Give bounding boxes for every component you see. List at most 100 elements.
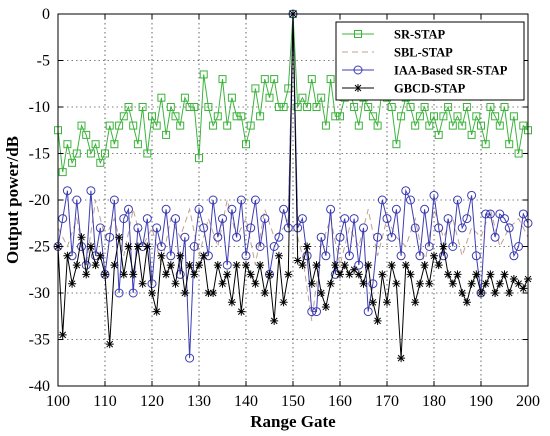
data-point: [430, 251, 438, 260]
data-point: [152, 223, 162, 233]
x-tick-label: 120: [140, 393, 164, 410]
data-point: [251, 84, 260, 93]
legend: SR-STAP SBL-STAP IAA-Based SR-STAP GBCD-STA…: [335, 21, 525, 101]
data-point: [364, 103, 373, 111]
data-point: [284, 270, 293, 279]
data-point: [307, 307, 317, 317]
data-point: [190, 270, 199, 279]
data-point: [500, 214, 509, 224]
legend-marker: [354, 84, 362, 92]
data-point: [391, 204, 401, 214]
data-point: [133, 223, 143, 233]
data-point: [383, 298, 391, 307]
data-point: [481, 209, 491, 219]
data-point: [519, 284, 528, 293]
data-point: [444, 103, 453, 111]
data-point: [397, 354, 406, 363]
data-point: [368, 298, 377, 307]
data-point: [486, 270, 495, 279]
legend-label: GBCD-STAP: [394, 82, 466, 96]
data-point: [293, 103, 302, 111]
data-point: [105, 232, 115, 242]
data-point: [434, 261, 443, 270]
legend-entry: SBL-STAP: [342, 46, 453, 60]
data-point: [420, 103, 429, 111]
data-point: [298, 261, 307, 270]
data-point: [119, 214, 129, 224]
data-point: [509, 112, 518, 121]
data-point: [495, 279, 504, 288]
data-point: [72, 195, 82, 205]
x-tick-label: 100: [46, 393, 70, 410]
x-tick-label: 140: [234, 393, 258, 410]
y-tick-label: -5: [37, 53, 50, 70]
data-point: [114, 288, 124, 298]
x-tick-label: 130: [187, 393, 211, 410]
data-point: [335, 232, 345, 242]
x-tick-label: 190: [469, 393, 493, 410]
grid: [57, 13, 529, 387]
data-point: [429, 190, 439, 200]
data-point: [157, 93, 166, 102]
data-point: [345, 270, 354, 279]
data-point: [505, 289, 514, 297]
data-point: [425, 279, 434, 288]
data-point: [444, 270, 453, 279]
data-point: [458, 289, 467, 297]
data-point: [129, 121, 138, 130]
data-point: [331, 261, 340, 270]
data-point: [434, 223, 444, 233]
data-point: [406, 195, 415, 205]
data-point: [392, 140, 401, 149]
x-axis-label: Range Gate: [250, 412, 336, 431]
data-point: [250, 195, 260, 205]
data-point: [415, 251, 425, 261]
y-tick-label: -15: [29, 146, 50, 163]
data-point: [504, 223, 514, 233]
data-point: [467, 190, 477, 200]
data-point: [472, 112, 481, 121]
data-point: [166, 261, 175, 270]
data-point: [82, 130, 91, 139]
legend-entry: GBCD-STAP: [342, 82, 466, 96]
data-point: [274, 232, 284, 242]
data-point: [486, 103, 495, 111]
data-point: [279, 103, 288, 111]
data-point: [514, 279, 523, 288]
data-point: [425, 121, 434, 130]
data-point: [199, 251, 208, 260]
data-point: [143, 149, 152, 158]
data-point: [241, 251, 251, 261]
data-point: [58, 330, 67, 339]
data-point: [176, 121, 185, 130]
data-point: [81, 260, 91, 270]
data-point: [133, 140, 142, 149]
data-point: [138, 103, 147, 111]
data-point: [124, 103, 133, 111]
data-point: [439, 112, 448, 121]
data-point: [72, 261, 81, 270]
data-point: [185, 353, 195, 363]
data-point: [246, 121, 255, 130]
data-point: [260, 75, 269, 84]
data-point: [350, 103, 359, 111]
data-point: [166, 251, 176, 261]
data-point: [101, 149, 109, 158]
data-point: [152, 121, 161, 130]
data-point: [77, 121, 86, 130]
data-point: [438, 251, 448, 261]
data-point: [462, 103, 471, 111]
data-point: [415, 112, 424, 121]
data-point: [105, 121, 114, 130]
data-point: [223, 270, 232, 279]
data-point: [420, 204, 430, 214]
data-point: [279, 204, 289, 214]
series-2: [53, 9, 533, 363]
data-point: [283, 223, 293, 233]
y-axis-label: Output power/dB: [3, 136, 22, 264]
data-point: [298, 93, 307, 102]
legend-marker: [353, 65, 363, 75]
data-point: [148, 112, 156, 121]
data-point: [68, 279, 77, 288]
